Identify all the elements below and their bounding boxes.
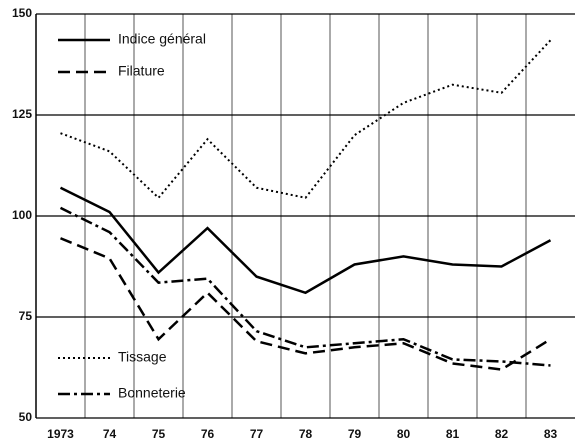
legend-label: Filature [118,63,165,79]
series-line [60,237,552,371]
x-tick-label: 83 [544,427,558,441]
x-tick-label: 78 [299,427,313,441]
series-line [59,206,551,367]
series-line [60,39,552,200]
x-tick-label: 77 [250,427,264,441]
y-tick-label: 150 [12,6,32,20]
x-tick-label: 1973 [47,427,74,441]
x-tick-label: 75 [152,427,166,441]
y-tick-label: 75 [19,309,33,323]
x-tick-label: 74 [103,427,117,441]
y-tick-label: 125 [12,107,32,121]
legend-label: Indice général [118,31,206,47]
x-tick-label: 80 [397,427,411,441]
x-tick-label: 82 [495,427,509,441]
x-tick-label: 79 [348,427,362,441]
x-tick-label: 81 [446,427,460,441]
legend-label: Bonneterie [118,385,186,401]
legend-label: Tissage [118,349,167,365]
y-tick-label: 50 [19,410,33,424]
series-line [59,186,552,295]
y-tick-label: 100 [12,208,32,222]
x-tick-label: 76 [201,427,215,441]
